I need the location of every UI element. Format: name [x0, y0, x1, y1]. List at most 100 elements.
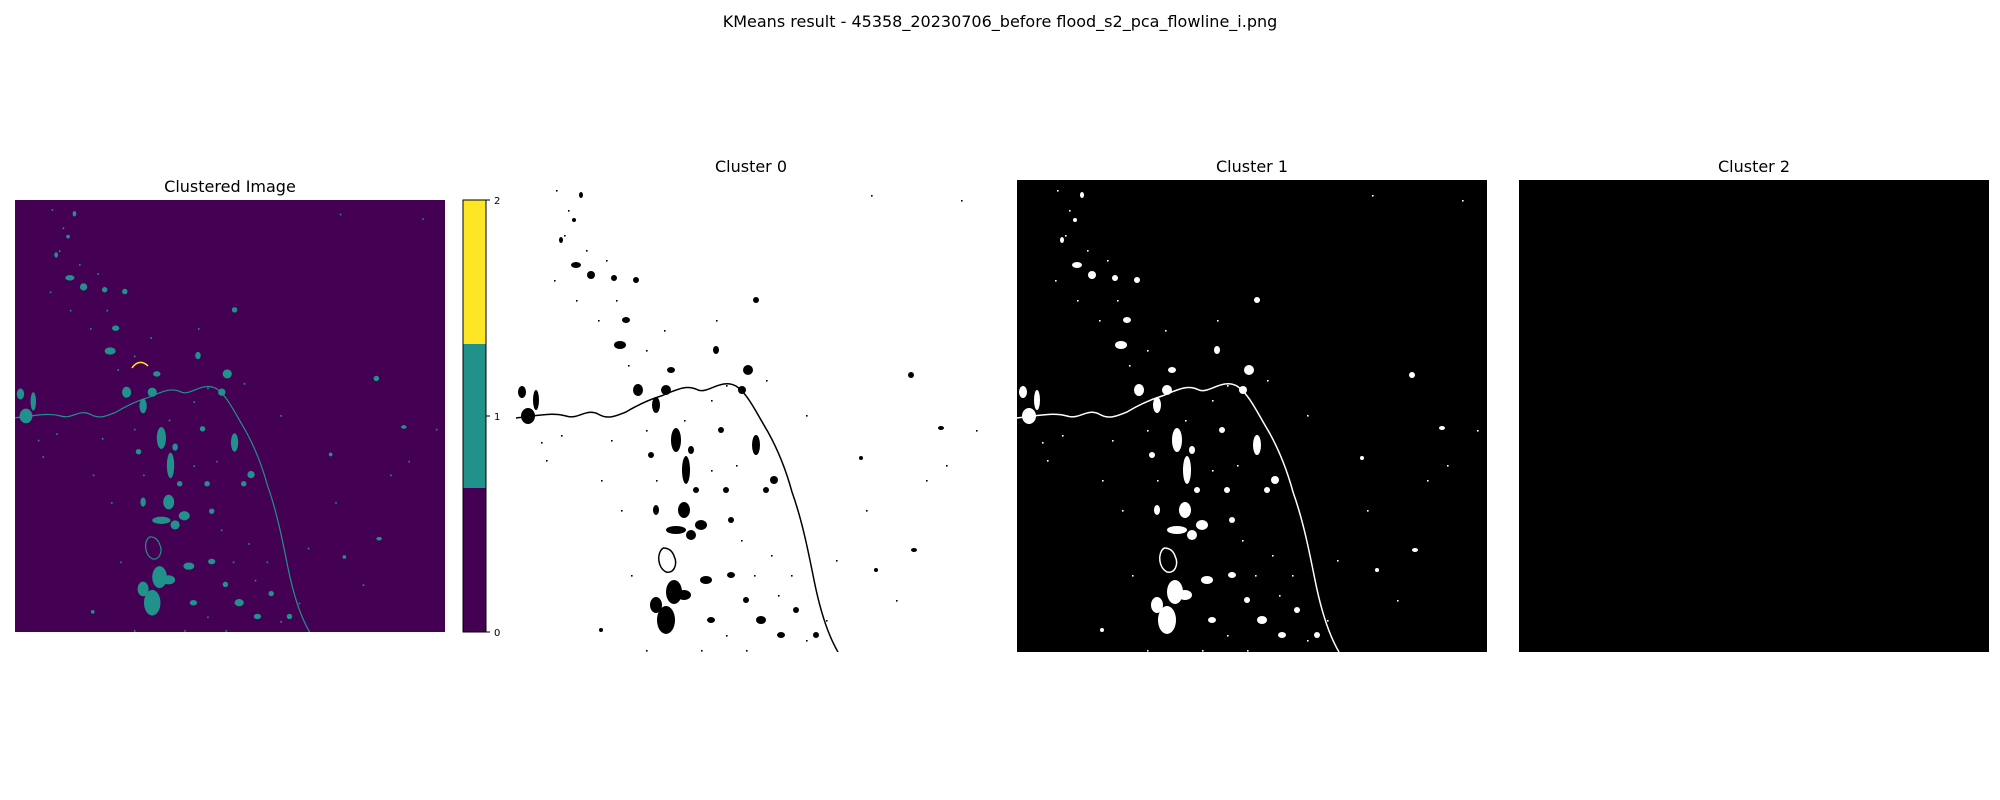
water-speck [207, 616, 209, 619]
water-patch [579, 192, 583, 198]
water-speck [97, 273, 99, 275]
water-patch [671, 428, 681, 452]
cluster-1-features [1016, 190, 1489, 653]
water-patch [572, 218, 576, 222]
water-speck [1112, 440, 1114, 442]
water-patch [911, 548, 917, 552]
water-patch [222, 369, 232, 379]
water-patch [1271, 476, 1279, 484]
water-patch [1187, 530, 1197, 540]
water-speck [546, 460, 548, 462]
water-speck [143, 474, 145, 477]
water-speck [1212, 400, 1214, 402]
water-patch [1375, 568, 1379, 572]
water-speck [1122, 510, 1124, 512]
water-speck [556, 190, 558, 192]
water-patch [599, 628, 603, 632]
water-speck [56, 433, 58, 435]
water-speck [1147, 430, 1149, 432]
water-speck [871, 195, 873, 197]
river-loop [145, 536, 162, 560]
water-patch [1073, 218, 1077, 222]
water-patch [178, 511, 190, 521]
water-speck [1487, 440, 1489, 442]
water-speck [1272, 555, 1274, 557]
water-patch [874, 568, 878, 572]
water-speck [1147, 350, 1149, 352]
water-speck [62, 227, 65, 230]
water-speck [37, 439, 40, 442]
water-speck [1477, 430, 1479, 432]
water-patch [1134, 277, 1140, 283]
water-patch [208, 558, 216, 565]
water-patch [172, 443, 178, 451]
water-patch [707, 617, 715, 623]
clustered-image [15, 200, 447, 632]
water-patch [743, 365, 753, 375]
water-speck [741, 540, 743, 542]
water-patch [231, 307, 238, 313]
water-patch [176, 480, 183, 487]
water-patch [240, 480, 247, 487]
water-patch [614, 341, 626, 349]
water-speck [1129, 365, 1131, 367]
water-patch [648, 452, 654, 458]
water-speck [216, 460, 218, 463]
water-patch [1278, 632, 1286, 638]
water-patch [1219, 427, 1225, 433]
water-speck [1065, 235, 1067, 237]
water-speck [1147, 650, 1149, 652]
water-speck [1117, 300, 1119, 302]
water-patch [678, 502, 690, 518]
water-patch [166, 452, 175, 479]
water-patch [16, 388, 25, 400]
water-speck [1217, 320, 1219, 322]
water-speck [408, 460, 411, 463]
water-speck [1227, 635, 1229, 637]
clustered-image-cluster-2-features [131, 361, 149, 369]
water-patch [1115, 341, 1127, 349]
water-patch [162, 575, 176, 585]
water-patch [693, 487, 699, 493]
water-patch [1228, 572, 1236, 578]
water-patch [1034, 390, 1040, 410]
water-patch [65, 275, 75, 281]
water-patch [1022, 408, 1036, 424]
water-patch [686, 530, 696, 540]
cluster-0-features [516, 190, 978, 652]
water-speck [445, 438, 447, 440]
water-speck [946, 465, 948, 467]
water-patch [163, 494, 175, 510]
water-patch [700, 576, 712, 584]
water-patch [1294, 607, 1300, 613]
water-patch [622, 317, 630, 323]
water-speck [576, 300, 578, 302]
cluster-2-mask [1519, 180, 1989, 652]
river-loop [1159, 547, 1178, 573]
water-patch [1072, 262, 1082, 268]
water-speck [806, 415, 808, 417]
water-patch [19, 408, 33, 424]
water-patch [571, 262, 581, 268]
water-patch [401, 425, 407, 429]
water-speck [1055, 280, 1057, 282]
water-speck [1062, 435, 1064, 437]
water-speck [1327, 620, 1329, 622]
water-patch [152, 566, 167, 589]
water-speck [746, 650, 748, 652]
water-patch [373, 375, 380, 382]
water-patch [1158, 606, 1176, 634]
water-patch [1151, 597, 1163, 613]
water-patch [183, 562, 195, 570]
water-speck [778, 595, 780, 597]
water-patch [938, 426, 944, 430]
water-patch [1239, 386, 1247, 394]
water-patch [1179, 502, 1191, 518]
water-speck [51, 209, 54, 211]
water-patch [342, 555, 347, 559]
colorbar-segment-2 [463, 200, 486, 344]
water-patch [1244, 597, 1250, 603]
water-patch [195, 351, 201, 360]
water-speck [754, 575, 756, 577]
